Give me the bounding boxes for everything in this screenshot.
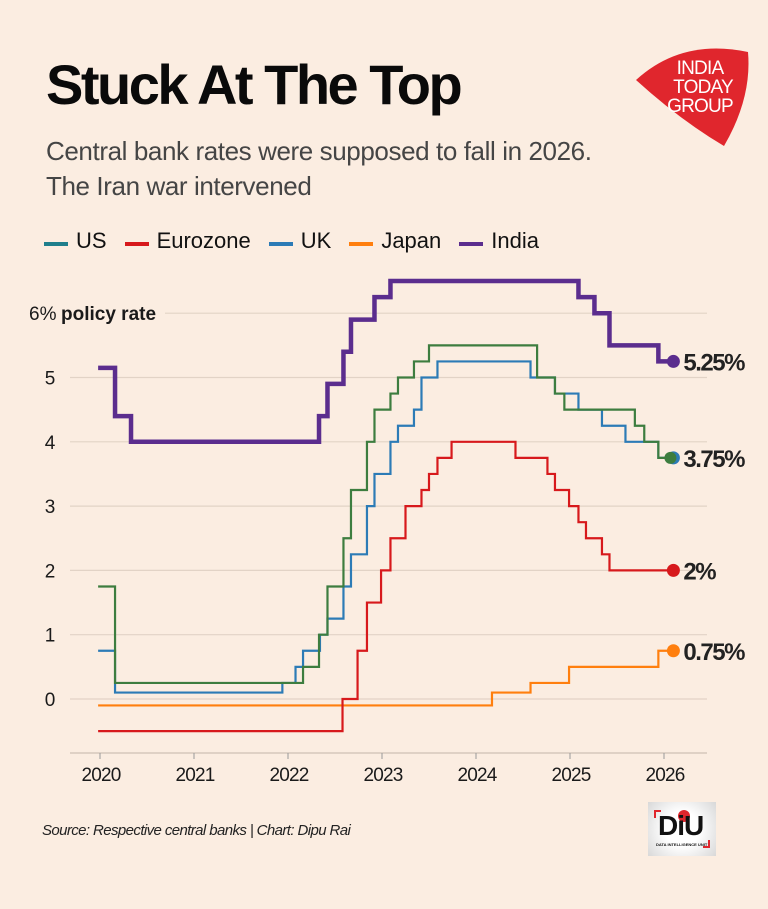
x-tick-label-2025: 2025 xyxy=(551,765,590,786)
chart-subtitle: Central bank rates were supposed to fall… xyxy=(46,134,686,204)
diu-badge: DiU DATA INTELLIGENCE UNIT xyxy=(648,802,716,856)
series-line-india xyxy=(98,278,674,445)
y-tick-label-1: 1 xyxy=(45,626,56,647)
india-today-group-logo: INDIA TODAY GROUP xyxy=(636,48,749,146)
series-line-us xyxy=(98,344,674,685)
logo-line-2: TODAY xyxy=(673,77,734,98)
series-lines xyxy=(98,278,674,733)
end-label-uk: 3.75% xyxy=(683,446,745,473)
legend-label-uk: UK xyxy=(300,228,332,253)
x-tick-label-2022: 2022 xyxy=(269,765,308,786)
chart-title: Stuck At The Top xyxy=(46,53,463,116)
end-marker-eurozone xyxy=(666,563,680,577)
legend-swatch-india xyxy=(459,242,484,246)
x-tick-label-2021: 2021 xyxy=(175,765,214,786)
x-tick-label-2020: 2020 xyxy=(81,765,120,786)
policy-rate-chart: 0 1 2 3 4 5 6% policy rate 2020 2021 2022 2023 2024… xyxy=(29,278,747,786)
legend-item-uk: UK xyxy=(268,228,332,254)
y-tick-label-3: 3 xyxy=(45,497,56,518)
logo-line-3: GROUP xyxy=(667,96,733,117)
x-axis: 2020 2021 2022 2023 2024 2025 2026 xyxy=(70,752,707,786)
source-credit: Source: Respective central banks | Chart… xyxy=(42,822,351,839)
chart-legend: US Eurozone UK Japan India xyxy=(44,228,557,254)
y-tick-label-4: 4 xyxy=(45,433,56,454)
legend-item-us: US xyxy=(44,228,107,254)
x-tick-label-2026: 2026 xyxy=(645,765,684,786)
end-marker-india xyxy=(666,354,680,368)
gridlines xyxy=(70,312,707,700)
end-label-india: 5.25% xyxy=(683,349,745,376)
y-tick-label-2: 2 xyxy=(45,561,56,582)
legend-label-us: US xyxy=(76,228,107,253)
badge-dot-icon xyxy=(678,810,690,822)
legend-label-india: India xyxy=(491,228,539,253)
legend-item-india: India xyxy=(459,228,539,254)
y-tick-label-6: 6% xyxy=(29,304,57,325)
end-markers: 0.75% 2% 3.75% 5.25% xyxy=(664,349,747,666)
end-label-eurozone: 2% xyxy=(683,558,716,585)
legend-swatch-us xyxy=(44,242,68,246)
logo-shape xyxy=(636,48,749,146)
y-tick-label-0: 0 xyxy=(45,690,56,711)
subtitle-line-2: The Iran war intervened xyxy=(46,171,312,201)
y-tick-label-5: 5 xyxy=(45,369,56,390)
x-tick-label-2023: 2023 xyxy=(363,765,402,786)
subtitle-line-1: Central bank rates were supposed to fall… xyxy=(46,136,592,166)
series-line-japan xyxy=(98,649,674,707)
legend-swatch-eurozone xyxy=(124,242,149,246)
badge-corner-top-left xyxy=(654,810,661,818)
series-line-eurozone xyxy=(98,440,674,733)
y-axis-title: policy rate xyxy=(61,304,156,325)
legend-swatch-japan xyxy=(349,242,374,246)
badge-text: DiU xyxy=(658,810,704,841)
end-marker-japan xyxy=(666,644,680,658)
y-axis: 0 1 2 3 4 5 6% policy rate xyxy=(29,304,156,711)
series-line-uk xyxy=(98,360,674,694)
end-label-japan: 0.75% xyxy=(683,639,745,666)
legend-swatch-uk xyxy=(268,242,293,246)
logo-line-1: INDIA xyxy=(677,58,725,79)
badge-subtext: DATA INTELLIGENCE UNIT xyxy=(656,842,708,847)
badge-corner-bottom-right xyxy=(703,840,710,848)
legend-item-eurozone: Eurozone xyxy=(124,228,251,254)
legend-label-eurozone: Eurozone xyxy=(156,228,251,253)
legend-item-japan: Japan xyxy=(349,228,441,254)
legend-label-japan: Japan xyxy=(381,228,442,253)
end-marker-us xyxy=(664,451,677,464)
x-tick-label-2024: 2024 xyxy=(457,765,497,786)
